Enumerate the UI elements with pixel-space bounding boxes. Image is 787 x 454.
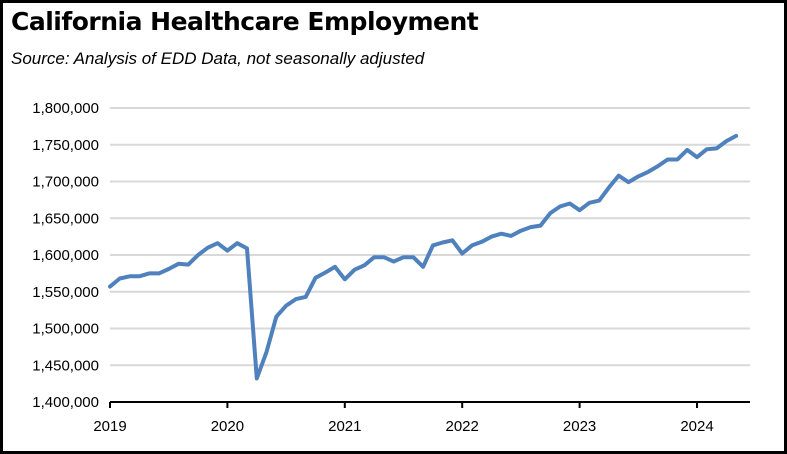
series-line xyxy=(108,133,739,381)
y-tick-label: 1,450,000 xyxy=(32,357,99,374)
y-tick-label: 1,800,000 xyxy=(32,100,99,117)
y-tick-label: 1,750,000 xyxy=(32,137,99,154)
chart-subtitle: Source: Analysis of EDD Data, not season… xyxy=(11,49,425,68)
y-tick-label: 1,550,000 xyxy=(32,284,99,301)
x-tick-label: 2020 xyxy=(211,418,244,435)
x-tick-label: 2019 xyxy=(93,418,126,435)
y-tick-label: 1,700,000 xyxy=(32,174,99,191)
chart-title: California Healthcare Employment xyxy=(11,7,479,36)
x-tick-label: 2024 xyxy=(680,418,713,435)
x-tick-label: 2022 xyxy=(446,418,479,435)
x-tick-label: 2021 xyxy=(328,418,361,435)
x-tick-label: 2023 xyxy=(563,418,596,435)
y-tick-label: 1,400,000 xyxy=(32,394,99,411)
y-tick-label: 1,600,000 xyxy=(32,247,99,264)
y-tick-label: 1,650,000 xyxy=(32,210,99,227)
y-tick-label: 1,500,000 xyxy=(32,321,99,338)
line-chart: 1,400,000 1,450,000 1,500,000 1,550,000 1,60… xyxy=(32,100,750,435)
